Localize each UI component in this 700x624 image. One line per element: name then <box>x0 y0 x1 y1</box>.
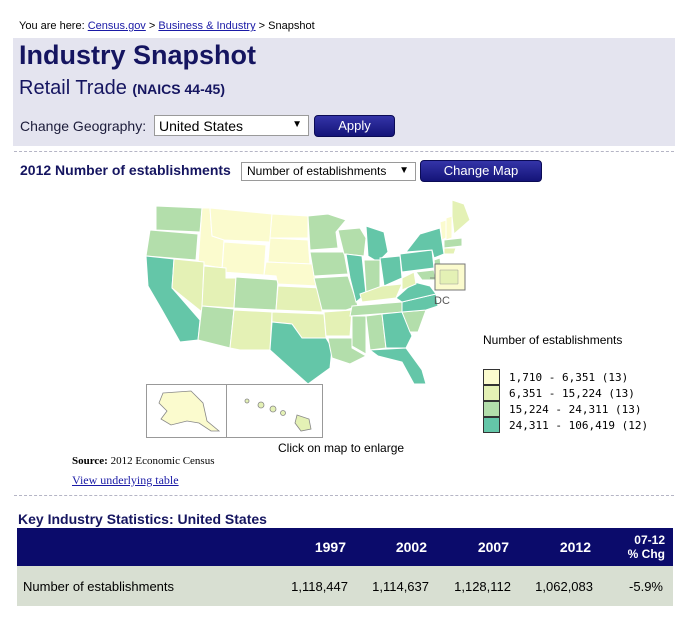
industry-subtitle: Retail Trade (NAICS 44-45) <box>19 77 225 100</box>
table-cell: 1,118,447 <box>275 566 358 606</box>
table-cell: 1,114,637 <box>358 566 439 606</box>
source-value: 2012 Economic Census <box>110 455 215 467</box>
section-divider <box>14 495 674 496</box>
state-mississippi[interactable] <box>351 315 367 355</box>
breadcrumb: You are here: Census.gov > Business & In… <box>19 20 315 32</box>
state-texas[interactable] <box>269 321 333 385</box>
change-header-line1: 07-12 <box>634 533 665 547</box>
us-choropleth-map[interactable]: DC <box>140 198 470 386</box>
table-cell: 1,128,112 <box>439 566 521 606</box>
hawaii-inset[interactable] <box>226 384 323 438</box>
alaska-inset[interactable] <box>146 384 227 438</box>
state-connecticut[interactable] <box>443 247 457 255</box>
breadcrumb-prefix: You are here: <box>19 20 85 32</box>
breadcrumb-link-business[interactable]: Business & Industry <box>158 20 256 32</box>
map-caption: Click on map to enlarge <box>278 441 405 455</box>
legend-range: 15,224 - 24,311 (13) <box>509 403 642 416</box>
section-divider <box>14 151 674 152</box>
state-new-mexico[interactable] <box>229 309 273 351</box>
state-kentucky[interactable] <box>359 283 403 303</box>
state-ohio[interactable] <box>379 255 403 287</box>
legend-swatch <box>483 417 500 433</box>
state-new-hampshire[interactable] <box>445 215 453 241</box>
stats-title: Key Industry Statistics: United States <box>18 511 267 527</box>
header-panel: Industry Snapshot Retail Trade (NAICS 44… <box>13 38 675 146</box>
column-header-change: 07-12 % Chg <box>603 528 673 566</box>
state-south-dakota[interactable] <box>267 237 311 265</box>
table-header-row: 1997 2002 2007 2012 07-12 % Chg <box>17 528 673 566</box>
breadcrumb-separator: > <box>258 20 266 32</box>
state-kansas[interactable] <box>275 285 323 313</box>
legend-range: 24,311 - 106,419 (12) <box>509 419 649 432</box>
breadcrumb-link-census[interactable]: Census.gov <box>87 20 146 32</box>
state-colorado[interactable] <box>233 276 279 311</box>
naics-code: (NAICS 44-45) <box>132 81 225 97</box>
state-pennsylvania[interactable] <box>399 249 435 273</box>
alaska-map <box>158 390 221 432</box>
state-arkansas[interactable] <box>323 309 353 337</box>
legend-title: Number of establishments <box>483 333 623 347</box>
table-cell: 1,062,083 <box>521 566 603 606</box>
geography-select-value: United States <box>159 118 244 134</box>
table-cell-change: -5.9% <box>603 566 673 606</box>
state-arizona[interactable] <box>197 305 235 349</box>
state-wisconsin[interactable] <box>337 227 367 257</box>
state-west-virginia[interactable] <box>401 271 417 291</box>
source-label: Source: <box>72 455 108 467</box>
state-wyoming[interactable] <box>221 241 267 276</box>
measure-select-value: Number of establishments <box>247 164 387 178</box>
column-header: 2012 <box>521 528 603 566</box>
change-header-line2: % Chg <box>627 547 665 561</box>
apply-button[interactable]: Apply <box>314 115 395 137</box>
change-map-button[interactable]: Change Map <box>420 160 542 182</box>
breadcrumb-separator: > <box>148 20 156 32</box>
breadcrumb-current: Snapshot <box>268 20 315 32</box>
state-georgia[interactable] <box>381 311 413 349</box>
table-row: Number of establishments 1,118,447 1,114… <box>17 566 673 606</box>
column-header: 2002 <box>358 528 439 566</box>
column-header: 2007 <box>439 528 521 566</box>
state-massachusetts[interactable] <box>443 237 463 249</box>
measure-select[interactable]: Number of establishments ▼ <box>241 162 416 181</box>
state-north-dakota[interactable] <box>269 213 309 239</box>
state-michigan[interactable] <box>365 225 389 263</box>
dropdown-arrow-icon: ▼ <box>292 119 302 130</box>
legend-range: 6,351 - 15,224 (13) <box>509 387 635 400</box>
dc-label: DC <box>434 295 450 307</box>
row-label: Number of establishments <box>17 566 275 606</box>
state-maryland[interactable] <box>415 269 437 281</box>
state-iowa[interactable] <box>309 251 349 277</box>
dropdown-arrow-icon: ▼ <box>399 165 409 176</box>
state-minnesota[interactable] <box>307 213 347 251</box>
state-maine[interactable] <box>451 199 470 236</box>
legend-range: 1,710 - 6,351 (13) <box>509 371 629 384</box>
state-washington[interactable] <box>155 205 203 233</box>
geography-select[interactable]: United States ▼ <box>154 115 309 136</box>
state-montana[interactable] <box>209 207 273 243</box>
column-header: 1997 <box>275 528 358 566</box>
table-header-label <box>17 528 275 566</box>
state-florida[interactable] <box>368 347 427 385</box>
hawaii-map <box>244 398 312 432</box>
legend-swatch <box>483 385 500 401</box>
industry-name: Retail Trade <box>19 77 127 99</box>
legend-swatch <box>483 401 500 417</box>
legend-swatch <box>483 369 500 385</box>
source-note: Source: 2012 Economic Census <box>72 455 215 467</box>
key-statistics-table: 1997 2002 2007 2012 07-12 % Chg Number o… <box>17 528 673 606</box>
map-title: 2012 Number of establishments <box>20 162 231 178</box>
geography-label: Change Geography: <box>20 118 147 134</box>
state-oregon[interactable] <box>145 229 199 261</box>
view-underlying-table-link[interactable]: View underlying table <box>72 473 179 487</box>
page-title: Industry Snapshot <box>19 40 257 70</box>
